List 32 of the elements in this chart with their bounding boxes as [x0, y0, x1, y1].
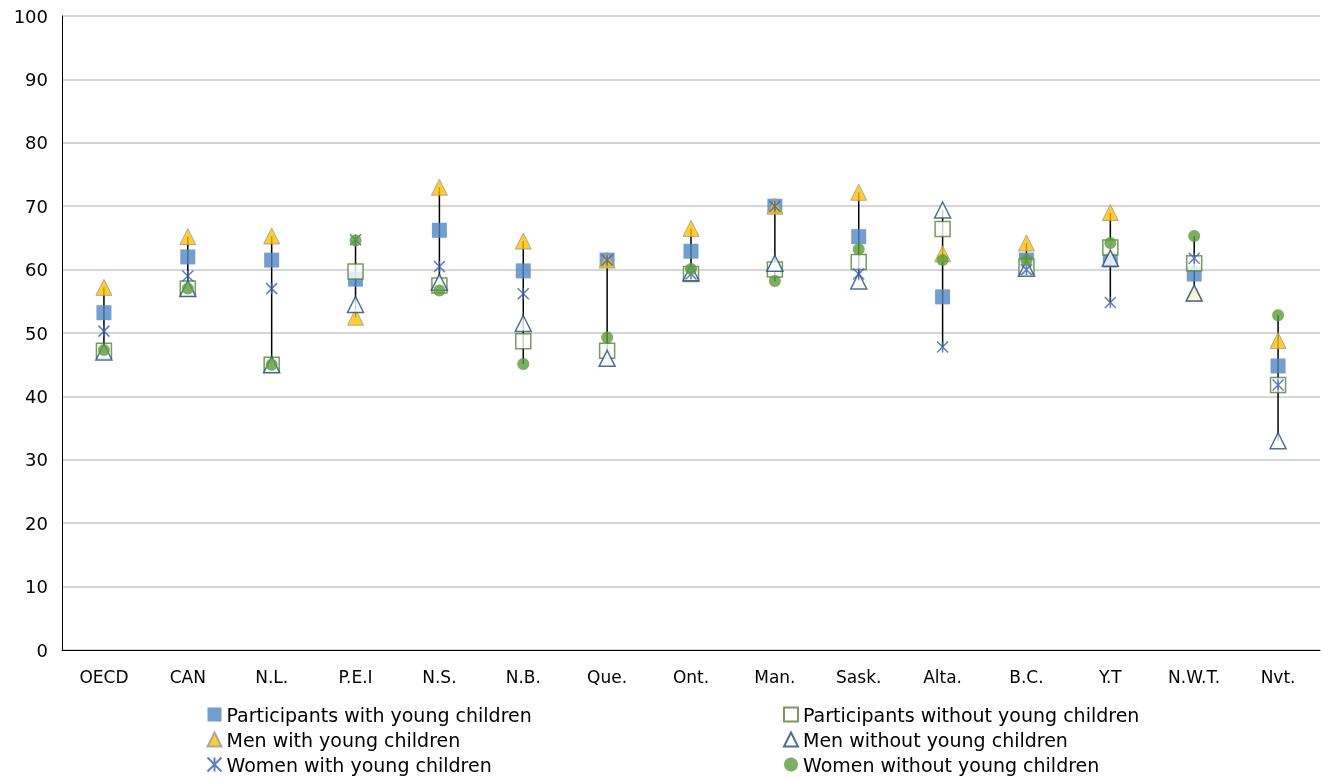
x-tick-label: Man. — [754, 666, 796, 687]
y-tick-label: 30 — [25, 449, 48, 471]
y-tick-label: 100 — [13, 5, 48, 27]
x-tick-label: N.B. — [505, 666, 541, 687]
x-tick-label: P.E.I — [338, 666, 373, 687]
y-tick-label: 50 — [25, 322, 48, 344]
x-tick-label: Sask. — [836, 666, 882, 687]
x-tick-label: CAN — [169, 666, 206, 687]
x-tick-label: N.S. — [422, 666, 457, 687]
x-tick-label: N.W.T. — [1168, 666, 1221, 687]
y-tick-label: 40 — [25, 385, 48, 407]
legend-label: Participants with young children — [226, 703, 532, 726]
x-tick-label: B.C. — [1009, 666, 1044, 687]
y-tick-label: 20 — [25, 512, 48, 534]
y-tick-label: 10 — [25, 576, 48, 598]
x-tick-label: Ont. — [672, 666, 710, 687]
y-tick-label: 0 — [36, 639, 48, 661]
x-tick-label: Que. — [587, 666, 628, 687]
x-tick-label: OECD — [79, 666, 129, 687]
x-tick-label: Alta. — [923, 666, 963, 687]
legend-label: Participants without young children — [803, 703, 1140, 726]
y-tick-label: 70 — [25, 195, 48, 217]
legend-label: Women without young children — [803, 753, 1100, 776]
legend-label: Women with young children — [226, 753, 492, 776]
y-tick-label: 60 — [25, 259, 48, 281]
legend-label: Men without young children — [803, 728, 1068, 751]
legend-label: Men with young children — [226, 728, 461, 751]
x-tick-label: Y.T — [1097, 666, 1123, 687]
y-tick-label: 80 — [25, 132, 48, 154]
x-tick-label: N.L. — [255, 666, 289, 687]
x-tick-label: Nvt. — [1260, 666, 1296, 687]
y-tick-label: 90 — [25, 68, 48, 90]
